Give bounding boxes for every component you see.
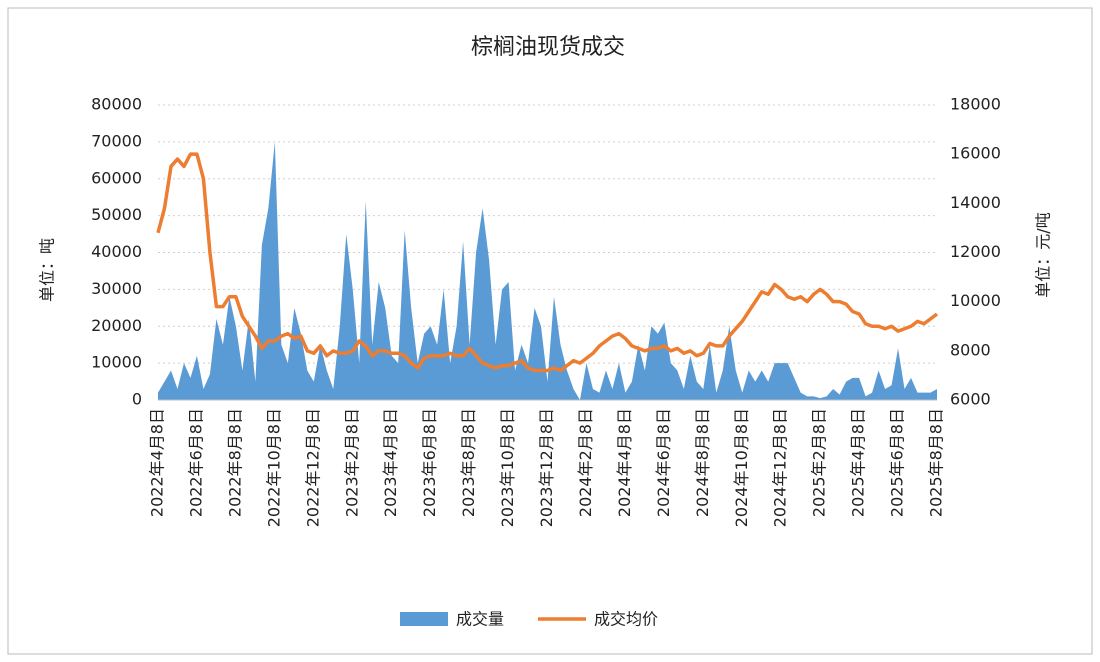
- x-tick-label: 2025年8月8日: [927, 408, 946, 517]
- x-tick-label: 2022年8月8日: [225, 408, 244, 517]
- y-tick-label: 30000: [91, 279, 142, 298]
- y-tick-label: 10000: [91, 353, 142, 372]
- y-tick-label: 40000: [91, 242, 142, 261]
- x-tick-label: 2022年4月8日: [148, 408, 167, 517]
- y-tick-label: 20000: [91, 316, 142, 335]
- y2-tick-label: 12000: [950, 242, 1001, 261]
- y-tick-label: 60000: [91, 168, 142, 187]
- x-tick-label: 2023年8月8日: [459, 408, 478, 517]
- y-tick-label: 50000: [91, 205, 142, 224]
- y-tick-label: 70000: [91, 131, 142, 150]
- y2-tick-label: 16000: [950, 144, 1001, 163]
- chart-title: 棕榈油现货成交: [471, 35, 625, 60]
- x-tick-label: 2022年6月8日: [186, 408, 205, 517]
- x-tick-label: 2024年4月8日: [615, 408, 634, 517]
- x-tick-label: 2023年6月8日: [420, 408, 439, 517]
- x-tick-label: 2023年12月8日: [537, 408, 556, 527]
- x-tick-label: 2023年2月8日: [342, 408, 361, 517]
- x-tick-label: 2023年4月8日: [381, 408, 400, 517]
- volume-area: [158, 141, 937, 400]
- x-tick-label: 2025年4月8日: [849, 408, 868, 517]
- chart-frame: [7, 7, 1093, 655]
- y2-tick-label: 14000: [950, 193, 1001, 212]
- x-tick-label: 2025年6月8日: [888, 408, 907, 517]
- y2-tick-label: 10000: [950, 291, 1001, 310]
- price-line: [156, 152, 939, 373]
- x-tick-label: 2024年6月8日: [654, 408, 673, 517]
- x-tick-label: 2022年10月8日: [264, 408, 283, 527]
- y2-tick-label: 18000: [950, 95, 1001, 114]
- x-tick-label: 2022年12月8日: [303, 408, 322, 527]
- legend-label: 成交量: [456, 610, 504, 629]
- y-tick-label: 0: [132, 390, 142, 409]
- y-tick-label: 80000: [91, 95, 142, 114]
- x-tick-label: 2024年8月8日: [693, 408, 712, 517]
- y2-axis-label: 单位：元/吨: [1034, 212, 1053, 297]
- x-tick-label: 2024年2月8日: [576, 408, 595, 517]
- y2-tick-label: 6000: [950, 390, 991, 409]
- x-tick-label: 2023年10月8日: [498, 408, 517, 527]
- x-tick-label: 2024年10月8日: [732, 408, 751, 527]
- y2-tick-label: 8000: [950, 340, 991, 359]
- x-tick-label: 2024年12月8日: [771, 408, 790, 527]
- legend-swatch: [400, 612, 448, 626]
- legend-label: 成交均价: [594, 610, 658, 629]
- x-tick-label: 2025年2月8日: [810, 408, 829, 517]
- y-axis-label: 单位：吨: [38, 238, 57, 302]
